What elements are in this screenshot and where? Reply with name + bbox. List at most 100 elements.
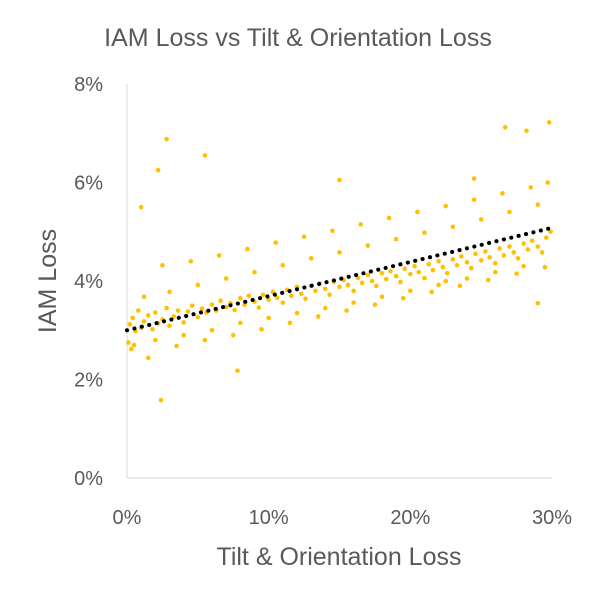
data-point: [388, 268, 393, 274]
data-point: [256, 305, 262, 310]
data-point: [545, 180, 551, 185]
data-point: [274, 295, 280, 301]
data-point: [487, 255, 492, 260]
data-point: [130, 315, 135, 321]
data-point: [450, 224, 456, 230]
data-point: [175, 308, 181, 313]
data-point: [430, 267, 436, 273]
data-point: [209, 302, 215, 307]
data-point: [507, 209, 512, 215]
data-point: [301, 234, 307, 239]
data-point: [429, 289, 434, 295]
data-point: [525, 247, 531, 252]
data-point: [408, 288, 413, 294]
x-tick-label: 30%: [532, 507, 572, 529]
data-point: [358, 222, 364, 227]
data-point: [351, 300, 356, 305]
data-point: [515, 256, 521, 261]
data-point: [153, 337, 158, 343]
y-tick-label: 4%: [74, 271, 103, 293]
x-tick-label: 20%: [390, 507, 430, 529]
data-point: [185, 309, 191, 314]
data-point: [402, 266, 407, 271]
data-point: [164, 136, 169, 142]
data-point: [153, 310, 158, 315]
data-point: [365, 272, 371, 278]
data-point: [223, 276, 229, 281]
y-tick-label: 8%: [74, 74, 103, 96]
x-tick-label: 10%: [249, 507, 289, 529]
data-point: [369, 278, 375, 284]
data-point: [511, 250, 517, 255]
data-point: [289, 293, 294, 299]
data-point: [436, 259, 441, 264]
data-point: [260, 292, 266, 298]
data-point: [372, 302, 378, 307]
data-point: [546, 120, 552, 125]
data-point: [155, 167, 161, 173]
data-point: [189, 303, 195, 308]
data-point: [131, 342, 137, 348]
data-point: [266, 315, 271, 321]
x-axis-label: Tilt & Orientation Loss: [216, 543, 461, 571]
data-point: [539, 250, 545, 255]
data-point: [181, 332, 186, 338]
data-point: [223, 304, 229, 310]
data-point: [443, 203, 449, 209]
data-point: [209, 327, 215, 333]
data-point: [337, 284, 342, 290]
y-tick-label: 6%: [74, 173, 103, 195]
data-point: [535, 300, 541, 306]
data-point: [294, 310, 300, 316]
data-point: [327, 292, 332, 298]
data-point: [171, 314, 177, 319]
data-point: [126, 340, 131, 345]
data-point: [195, 282, 201, 288]
data-point: [548, 229, 553, 235]
data-point: [202, 153, 208, 158]
x-tick-labels: 0% 10% 20% 30%: [113, 507, 573, 529]
data-point: [542, 264, 548, 270]
data-point: [497, 246, 502, 251]
data-point: [468, 265, 474, 271]
data-point: [313, 288, 318, 294]
data-point: [374, 283, 379, 289]
data-point: [280, 262, 286, 268]
data-point: [330, 228, 335, 234]
data-point: [188, 259, 194, 264]
data-point: [266, 297, 271, 303]
data-point: [507, 244, 512, 249]
data-points: [126, 120, 553, 403]
data-point: [238, 320, 243, 326]
data-point: [459, 254, 464, 259]
x-tick-label: 0%: [113, 507, 142, 529]
data-point: [259, 326, 264, 332]
data-point: [500, 191, 505, 196]
data-point: [351, 288, 356, 294]
data-point: [202, 337, 208, 343]
data-point: [141, 319, 147, 324]
data-point: [415, 209, 420, 215]
data-point: [444, 270, 450, 276]
data-point: [323, 305, 328, 311]
data-point: [383, 276, 389, 282]
data-point: [230, 332, 236, 338]
data-point: [298, 291, 304, 297]
data-point: [216, 253, 222, 258]
trendline: [125, 225, 554, 333]
data-point: [145, 355, 151, 361]
data-point: [393, 273, 399, 279]
y-tick-label: 2%: [74, 370, 103, 392]
data-point: [400, 295, 406, 301]
data-point: [528, 185, 534, 190]
data-point: [485, 277, 491, 283]
data-point: [473, 251, 478, 257]
data-point: [199, 306, 205, 311]
data-point: [457, 283, 463, 289]
y-tick-labels: 0% 2% 4% 6% 8%: [74, 74, 103, 490]
data-point: [502, 125, 508, 130]
data-point: [232, 307, 237, 313]
data-point: [127, 322, 133, 327]
data-point: [493, 269, 498, 275]
data-point: [478, 217, 484, 222]
